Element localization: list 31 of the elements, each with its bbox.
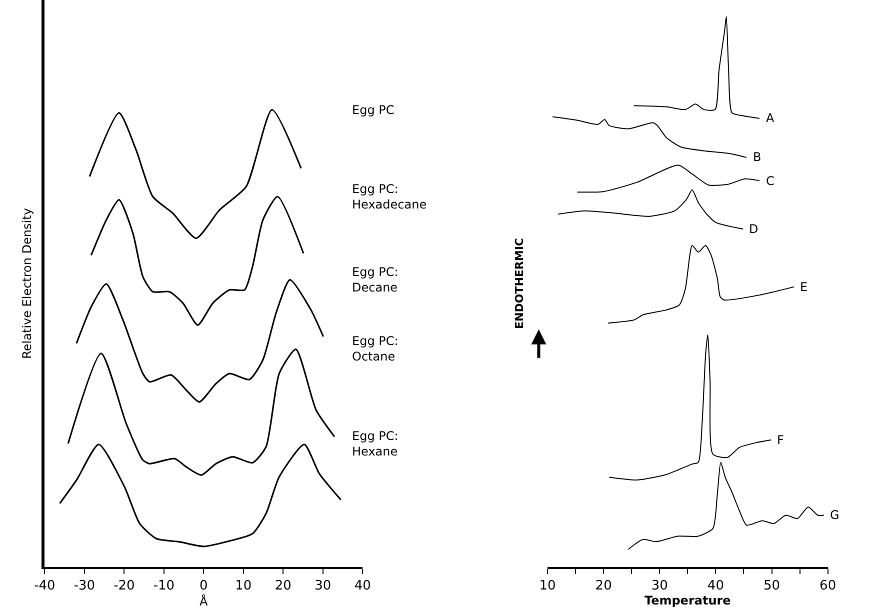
y-axis-title: ENDOTHERMIC <box>513 238 526 330</box>
x-tick-label: -20 <box>114 578 135 594</box>
series-label: C <box>766 174 774 188</box>
x-tick-label: 40 <box>707 578 724 594</box>
series-label: A <box>766 111 775 125</box>
x-tick-label: 60 <box>820 578 836 594</box>
x-axis-title: Temperature <box>644 594 731 608</box>
series-label: D <box>749 222 758 236</box>
series-label: E <box>800 280 808 294</box>
x-tick-label: -40 <box>34 578 56 594</box>
text: Egg PC: Hexane <box>352 429 398 459</box>
x-tick-label: -30 <box>74 578 96 594</box>
x-tick-label: 20 <box>595 578 612 594</box>
x-tick-label: 20 <box>274 578 292 594</box>
x-tick-label: 10 <box>235 578 252 594</box>
x-tick-label: 0 <box>200 578 208 594</box>
x-tick-label: 50 <box>763 578 780 594</box>
y-axis-title: Relative Electron Density <box>20 208 34 359</box>
x-tick-label: 10 <box>539 578 556 594</box>
text: Egg PC: Octane <box>352 334 398 364</box>
series-label: F <box>777 433 784 447</box>
series-label: G <box>830 508 840 522</box>
x-tick-label: 40 <box>354 578 371 594</box>
x-tick-label: -10 <box>153 578 175 594</box>
text: Egg PC <box>352 103 394 117</box>
x-tick-label: 30 <box>314 578 332 594</box>
x-tick-label: 30 <box>651 578 668 594</box>
text: Egg PC: Hexadecane <box>352 182 427 212</box>
x-axis-title: Å <box>200 594 209 609</box>
text: Egg PC: Decane <box>352 265 398 295</box>
series-label: B <box>753 150 762 164</box>
